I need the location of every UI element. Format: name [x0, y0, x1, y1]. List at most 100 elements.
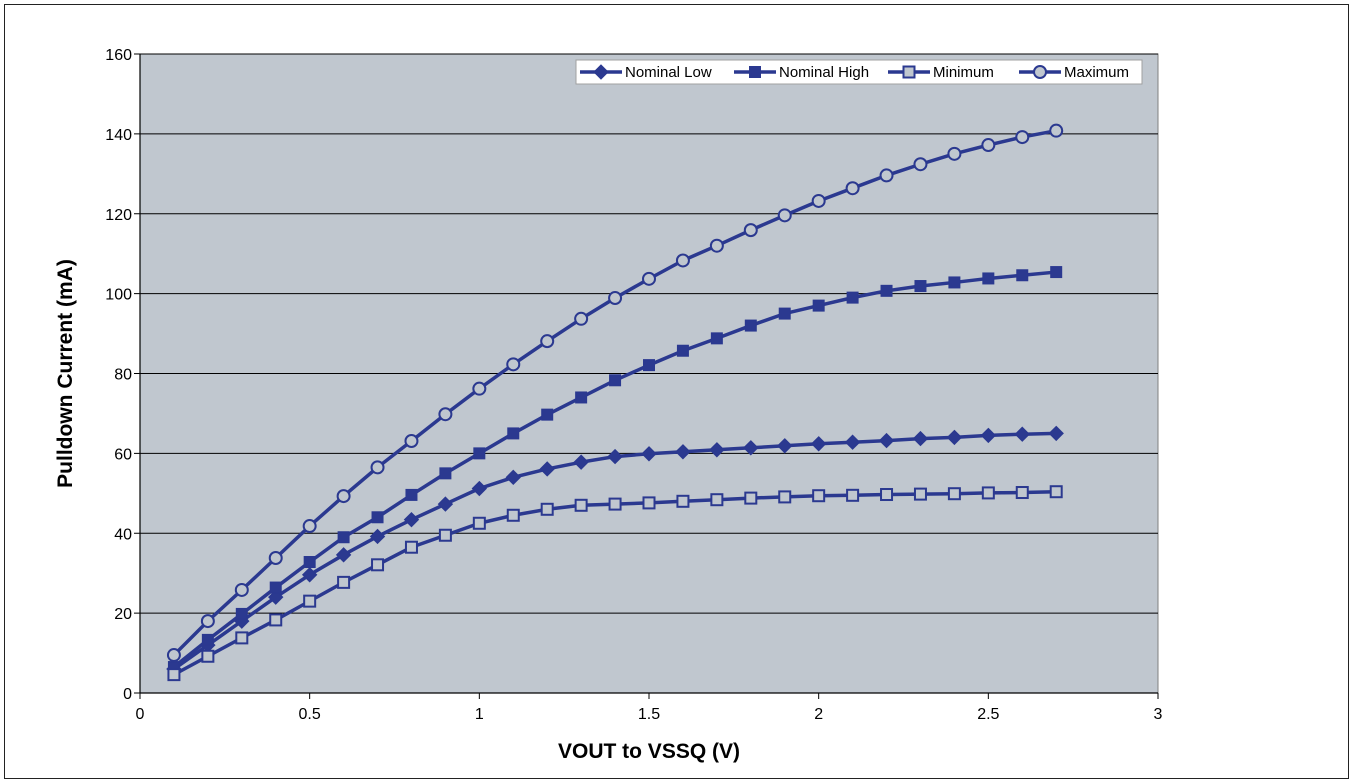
point-nominal-high-8	[439, 467, 452, 480]
y-tick-label-4: 80	[114, 367, 132, 384]
point-nominal-high-13	[609, 374, 622, 387]
point-nominal-high-24	[982, 272, 995, 285]
series-minimum	[167, 485, 1063, 682]
point-maximum-3	[268, 551, 283, 566]
point-nominal-low-10	[505, 469, 521, 486]
legend-item-nominal-low: Nominal Low	[580, 64, 712, 81]
legend-marker-nominal-low	[593, 64, 609, 80]
point-minimum-19	[812, 489, 826, 503]
point-nominal-high-15	[676, 344, 689, 357]
point-nominal-low-4	[301, 567, 318, 583]
legend-item-minimum: Minimum	[888, 64, 994, 81]
y-tick-label-3: 60	[114, 446, 132, 463]
point-minimum-0	[167, 668, 181, 682]
axes	[134, 53, 1159, 699]
legend-label-maximum: Maximum	[1064, 64, 1129, 81]
tick-labels: 0 20 40 60 80 100 120 140 160 0 0.5 1 1.5 2 2.5 3	[105, 47, 1162, 723]
point-maximum-14	[642, 271, 656, 286]
y-axis-title: Pulldown Current (mA)	[54, 259, 77, 488]
point-nominal-high-20	[846, 291, 859, 304]
point-maximum-22	[913, 157, 928, 172]
point-nominal-low-23	[946, 429, 963, 446]
x-tick-label-5: 2.5	[977, 706, 999, 723]
point-nominal-high-23	[948, 276, 961, 289]
point-minimum-13	[608, 497, 622, 511]
point-nominal-low-13	[607, 448, 623, 465]
point-minimum-16	[710, 493, 724, 507]
y-tick-label-7: 140	[105, 127, 132, 144]
point-nominal-low-21	[878, 432, 895, 449]
series-nominal-high	[167, 266, 1063, 674]
point-maximum-23	[947, 146, 962, 161]
y-tick-label-2: 40	[114, 526, 132, 543]
point-nominal-high-14	[643, 359, 655, 372]
point-nominal-high-2	[235, 607, 248, 620]
legend-marker-maximum	[1033, 65, 1047, 79]
point-nominal-high-17	[744, 319, 757, 332]
legend-label-nominal-high: Nominal High	[779, 64, 869, 81]
point-minimum-24	[981, 486, 995, 500]
point-maximum-13	[608, 291, 623, 306]
point-minimum-12	[574, 498, 588, 512]
point-minimum-7	[404, 540, 418, 554]
point-minimum-22	[913, 487, 927, 501]
point-nominal-high-1	[201, 633, 214, 646]
x-tick-label-0: 0	[136, 706, 145, 723]
point-maximum-15	[675, 253, 690, 268]
point-nominal-high-25	[1016, 269, 1029, 282]
point-nominal-low-3	[268, 589, 284, 605]
point-maximum-18	[777, 208, 792, 223]
point-maximum-12	[574, 311, 589, 326]
point-nominal-low-24	[980, 427, 997, 444]
point-nominal-low-5	[335, 547, 352, 563]
point-nominal-low-26	[1048, 425, 1064, 442]
point-nominal-high-22	[914, 280, 927, 293]
legend-marker-nominal-high	[749, 66, 761, 78]
y-tick-label-1: 20	[114, 606, 132, 623]
point-nominal-high-5	[337, 531, 350, 544]
point-minimum-3	[269, 613, 283, 627]
point-maximum-25	[1015, 130, 1030, 145]
point-nominal-low-11	[539, 461, 555, 477]
point-minimum-20	[846, 488, 860, 502]
legend-item-nominal-high: Nominal High	[734, 64, 869, 81]
point-nominal-high-21	[880, 284, 893, 297]
point-nominal-low-22	[912, 430, 929, 447]
point-maximum-26	[1049, 123, 1064, 138]
point-maximum-16	[709, 238, 724, 253]
point-nominal-low-25	[1014, 426, 1030, 442]
point-maximum-17	[743, 223, 758, 238]
point-maximum-11	[540, 334, 555, 349]
x-tick-label-4: 2	[814, 706, 823, 723]
point-maximum-24	[981, 138, 996, 153]
y-tick-label-5: 100	[105, 287, 132, 304]
point-maximum-1	[200, 614, 215, 629]
point-nominal-high-7	[405, 488, 418, 501]
legend-item-maximum: Maximum	[1019, 64, 1129, 81]
point-nominal-high-26	[1050, 266, 1063, 279]
point-maximum-0	[166, 648, 181, 663]
point-minimum-11	[540, 502, 554, 516]
legend-label-minimum: Minimum	[933, 64, 994, 81]
point-nominal-low-8	[437, 496, 454, 512]
legend: Nominal Low Nominal High Minimum Maximum	[575, 59, 1143, 85]
point-minimum-2	[235, 631, 249, 645]
point-minimum-21	[880, 488, 894, 502]
point-maximum-8	[438, 407, 453, 422]
point-maximum-19	[811, 193, 826, 208]
point-maximum-20	[845, 181, 860, 196]
point-nominal-high-12	[575, 391, 588, 404]
y-tick-label-0: 0	[123, 686, 132, 703]
point-nominal-low-16	[709, 442, 725, 458]
point-nominal-high-18	[778, 307, 791, 320]
point-minimum-14	[642, 496, 656, 510]
point-nominal-low-20	[844, 434, 861, 450]
x-tick-label-2: 1	[475, 706, 484, 723]
point-minimum-6	[371, 558, 385, 572]
point-minimum-8	[438, 528, 452, 542]
point-maximum-10	[506, 357, 521, 372]
point-minimum-9	[472, 516, 486, 530]
point-nominal-high-19	[812, 299, 825, 312]
point-minimum-18	[778, 490, 792, 504]
